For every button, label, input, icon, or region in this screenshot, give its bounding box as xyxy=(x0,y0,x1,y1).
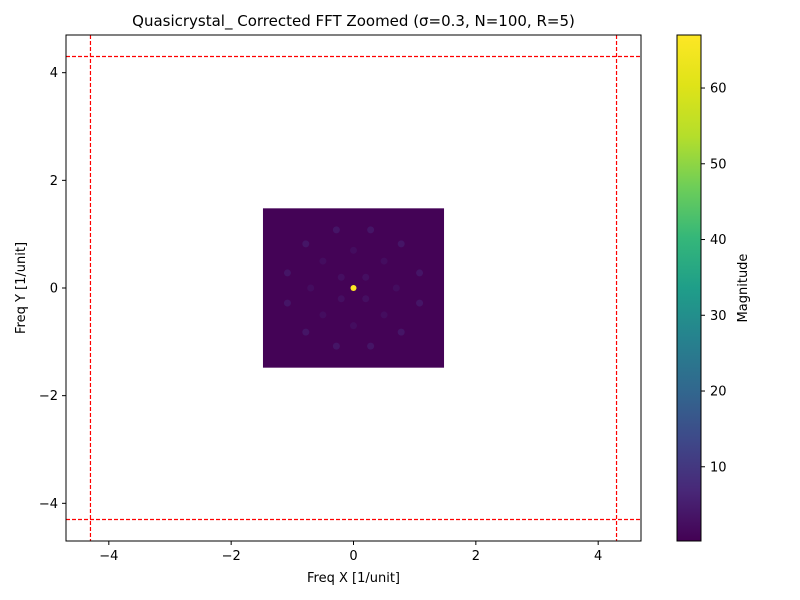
heatmap-peak-11 xyxy=(332,342,340,350)
heatmap-peak-center-core xyxy=(352,286,355,290)
y-axis-label: Freq Y [1/unit] xyxy=(14,242,29,334)
colorbar-tick-label: 30 xyxy=(710,309,727,324)
heatmap-peak-24 xyxy=(362,295,370,303)
heatmap-peak-22 xyxy=(362,273,370,281)
chart-title: Quasicrystal_ Corrected FFT Zoomed (σ=0.… xyxy=(132,12,575,31)
y-tick-label: 2 xyxy=(50,174,58,189)
heatmap-peak-19 xyxy=(307,284,315,292)
x-tick-label: 0 xyxy=(349,549,357,564)
colorbar-tick-label: 20 xyxy=(710,385,727,400)
colorbar-tick-label: 60 xyxy=(710,82,727,97)
x-axis: −4 −2 0 2 4 xyxy=(99,541,602,564)
plot-area xyxy=(66,35,641,541)
y-tick-label: 0 xyxy=(50,282,58,297)
heatmap-peak-12 xyxy=(367,342,375,350)
heatmap-peak-8 xyxy=(416,299,424,307)
x-tick-label: −2 xyxy=(222,549,241,564)
colorbar-tick-label: 10 xyxy=(710,460,727,475)
x-tick-label: −4 xyxy=(99,549,118,564)
x-axis-label: Freq X [1/unit] xyxy=(307,571,400,586)
heatmap-peak-10 xyxy=(397,328,405,336)
y-tick-label: 4 xyxy=(50,66,58,81)
heatmap-peak-13 xyxy=(319,257,327,265)
heatmap-peak-20 xyxy=(392,284,400,292)
y-tick-label: −4 xyxy=(39,497,58,512)
colorbar-ticks: 10 20 30 40 50 60 xyxy=(701,82,727,475)
heatmap-peak-7 xyxy=(283,299,291,307)
colorbar-gradient xyxy=(677,35,701,541)
heatmap-peak-21 xyxy=(337,273,345,281)
heatmap-peak-18 xyxy=(350,322,357,330)
heatmap-layer xyxy=(262,208,445,368)
heatmap-peak-5 xyxy=(283,269,291,277)
y-tick-label: −2 xyxy=(39,389,58,404)
heatmap-peak-14 xyxy=(380,257,388,265)
colorbar: 10 20 30 40 50 60 Magnitude xyxy=(676,34,751,542)
heatmap-peak-3 xyxy=(302,240,310,248)
heatmap-peak-15 xyxy=(319,311,327,319)
heatmap-peak-16 xyxy=(380,311,388,319)
colorbar-tick-label: 40 xyxy=(710,233,727,248)
heatmap-peak-17 xyxy=(350,246,357,254)
heatmap-peak-6 xyxy=(416,269,424,277)
reference-lines xyxy=(66,35,641,541)
x-tick-label: 2 xyxy=(472,549,480,564)
x-tick-label: 4 xyxy=(594,549,602,564)
heatmap-peak-9 xyxy=(302,328,310,336)
y-axis: −4 −2 0 2 4 xyxy=(39,66,66,512)
colorbar-tick-label: 50 xyxy=(710,157,727,172)
heatmap-peak-1 xyxy=(332,226,340,234)
colorbar-label: Magnitude xyxy=(736,254,751,323)
heatmap-peak-2 xyxy=(367,226,375,234)
heatmap-peak-4 xyxy=(397,240,405,248)
heatmap-peak-23 xyxy=(337,295,345,303)
colorbar-frame xyxy=(676,34,702,542)
